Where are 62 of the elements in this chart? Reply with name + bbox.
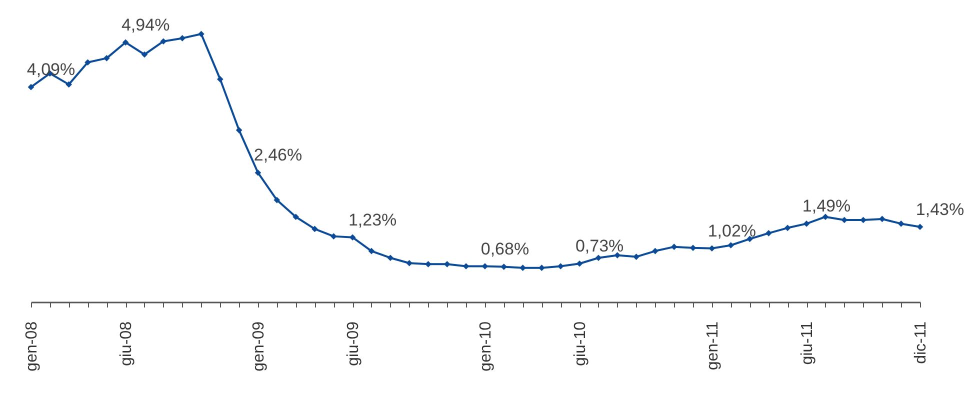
point — [462, 263, 470, 270]
data-label: 4,09% — [26, 60, 76, 80]
data-label: 4,94% — [121, 15, 170, 34]
point — [198, 30, 204, 38]
point — [822, 214, 829, 220]
data-label: 0,68% — [480, 239, 530, 258]
point — [444, 261, 450, 268]
point — [216, 76, 224, 82]
point — [141, 51, 148, 58]
x-tick-label: giu-10 — [572, 321, 590, 366]
point — [406, 260, 412, 266]
point — [860, 216, 866, 224]
point — [254, 170, 262, 176]
x-tick-label: giu-11 — [799, 321, 816, 365]
x-tick-label: gen-11 — [704, 321, 722, 370]
point — [898, 220, 904, 227]
point — [803, 220, 810, 227]
point — [879, 216, 886, 222]
point — [368, 248, 375, 254]
point — [500, 264, 508, 270]
point — [84, 59, 91, 66]
x-tick-label: gen-10 — [477, 321, 494, 372]
point — [312, 226, 318, 232]
point — [104, 55, 110, 62]
point — [28, 84, 34, 90]
point — [160, 38, 167, 45]
point — [690, 244, 696, 252]
point — [236, 127, 242, 134]
point — [766, 230, 772, 236]
point — [557, 263, 564, 270]
point — [576, 260, 583, 267]
point — [652, 248, 658, 254]
point — [916, 224, 924, 230]
point — [633, 254, 640, 260]
point — [520, 264, 526, 272]
point — [670, 244, 678, 250]
data-label: 1,23% — [348, 210, 397, 230]
point — [538, 264, 545, 272]
point — [841, 216, 848, 224]
data-label: 1,43% — [916, 200, 964, 219]
point — [784, 224, 791, 232]
point — [292, 214, 299, 220]
x-tick-label: gen-08 — [24, 321, 40, 372]
point — [122, 39, 129, 46]
data-label: 2,46% — [254, 146, 302, 165]
data-label: 1,02% — [708, 221, 756, 240]
data-label: 1,49% — [802, 196, 851, 216]
point — [728, 242, 734, 248]
point — [349, 234, 356, 241]
x-tick-label: dic-11 — [912, 321, 930, 364]
point — [595, 254, 602, 262]
x-tick-label: giu-09 — [345, 321, 362, 366]
point — [179, 35, 186, 42]
point — [66, 81, 72, 88]
point — [274, 196, 280, 204]
point — [708, 245, 716, 252]
x-tick-label: gen-09 — [250, 321, 268, 372]
point — [330, 233, 337, 240]
x-tick-label: giu-08 — [118, 321, 136, 366]
point — [387, 254, 394, 262]
point — [482, 263, 488, 270]
data-label: 0,73% — [575, 236, 624, 256]
